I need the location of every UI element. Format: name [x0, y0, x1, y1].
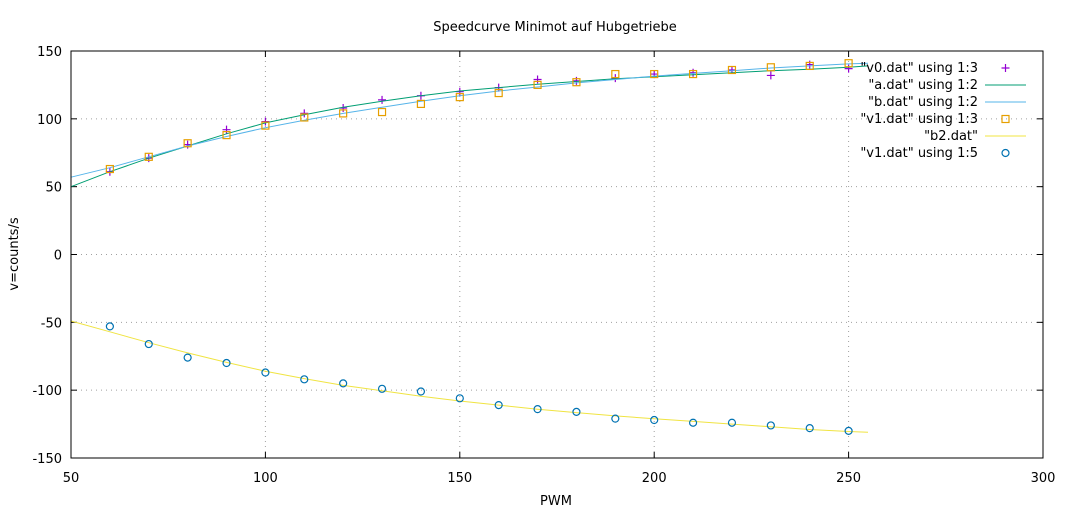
series-line	[70, 62, 869, 178]
square-marker	[650, 69, 659, 79]
square-marker	[222, 131, 231, 140]
square-marker	[844, 59, 853, 68]
circle-marker	[300, 375, 309, 384]
x-tick-label: 300	[1031, 471, 1056, 486]
square-marker	[416, 99, 426, 109]
square-marker	[766, 63, 775, 72]
plus-marker	[805, 60, 814, 69]
circle-marker	[416, 387, 426, 396]
square-marker	[727, 65, 737, 75]
y-tick-label: 100	[37, 113, 62, 128]
square-marker	[611, 69, 620, 79]
circle-marker	[455, 394, 464, 403]
legend-label: "v1.dat" using 1:5	[860, 146, 978, 161]
x-tick-label: 200	[642, 471, 667, 486]
circle-marker	[805, 424, 814, 433]
circle-marker	[533, 405, 542, 414]
square-marker	[339, 109, 348, 118]
circle-marker	[572, 407, 581, 416]
circle-marker	[339, 379, 348, 388]
legend-label: "b.dat" using 1:2	[868, 95, 978, 110]
x-tick-label: 150	[447, 471, 472, 486]
square-marker	[572, 78, 581, 87]
square-marker	[688, 69, 698, 79]
x-tick-label: 50	[63, 471, 80, 486]
data-series	[70, 59, 869, 435]
square-marker	[261, 121, 270, 130]
series-2	[70, 65, 869, 188]
circle-marker	[688, 418, 698, 427]
series-4	[105, 59, 853, 174]
square-marker	[144, 152, 153, 161]
circle-marker	[611, 414, 620, 423]
x-tick-label: 100	[253, 471, 278, 486]
grid-lines	[71, 51, 1043, 458]
plus-marker	[766, 71, 775, 80]
series-5	[70, 320, 869, 433]
square-marker	[183, 139, 192, 148]
x-tick-label: 250	[836, 471, 861, 486]
square-marker	[805, 61, 814, 71]
series-line	[70, 320, 869, 433]
circle-marker	[727, 418, 737, 427]
circle-marker	[183, 353, 192, 362]
circle-marker	[261, 368, 270, 377]
legend-label: "a.dat" using 1:2	[868, 78, 978, 93]
y-tick-label: 150	[37, 45, 62, 60]
circle-marker	[222, 358, 231, 368]
circle-marker	[494, 400, 503, 410]
circle-marker	[105, 322, 114, 331]
circle-marker	[650, 415, 659, 425]
y-axis-label: v=counts/s	[7, 217, 22, 290]
plot-frame	[70, 50, 1044, 459]
y-tick-label: -150	[32, 452, 62, 467]
chart-title: Speedcurve Minimot auf Hubgetriebe	[433, 20, 677, 35]
series-3	[70, 62, 869, 178]
legend-label: "b2.dat"	[924, 129, 978, 144]
legend-label: "v0.dat" using 1:3	[860, 61, 978, 76]
circle-marker	[144, 339, 153, 349]
y-tick-label: 50	[45, 181, 62, 196]
square-marker	[1001, 114, 1010, 124]
plus-marker	[222, 125, 231, 134]
circle-marker	[377, 384, 387, 393]
circle-marker	[766, 421, 775, 430]
square-marker	[377, 107, 387, 117]
plus-marker	[533, 75, 542, 84]
circle-marker	[1001, 148, 1010, 158]
plus-marker	[378, 95, 387, 104]
x-axis-label: PWM	[540, 494, 572, 509]
y-tick-label: -50	[41, 316, 62, 331]
circle-marker	[844, 426, 853, 435]
square-marker	[300, 113, 309, 122]
series-1	[105, 60, 853, 176]
legend: "v0.dat" using 1:3 "a.dat" using 1:2 "b.da…	[860, 61, 1026, 161]
y-tick-label: 0	[54, 249, 62, 264]
square-marker	[105, 164, 114, 174]
plus-marker	[1001, 64, 1010, 72]
legend-label: "v1.dat" using 1:3	[860, 112, 978, 127]
series-6	[105, 322, 853, 435]
y-tick-label: -100	[32, 384, 62, 399]
square-marker	[533, 80, 542, 90]
square-marker	[455, 93, 464, 102]
series-line	[70, 65, 869, 188]
square-marker	[494, 88, 503, 98]
plus-marker	[844, 64, 853, 73]
